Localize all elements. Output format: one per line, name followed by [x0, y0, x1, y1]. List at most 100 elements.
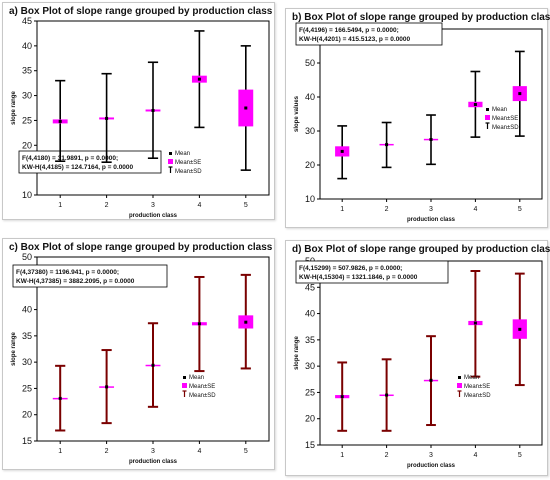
stats-box: [295, 22, 443, 46]
x-tick-label: 5: [518, 206, 522, 213]
y-tick-label: 10: [22, 190, 32, 200]
y-axis-label: slope range: [11, 91, 17, 125]
chart-panel-c: c) Box Plot of slope range grouped by pr…: [2, 238, 275, 470]
mean-point: [473, 102, 477, 106]
legend-mean-swatch: [183, 376, 186, 379]
mean-point: [385, 393, 389, 397]
x-axis-label: production class: [407, 463, 456, 469]
y-tick-label: 40: [22, 41, 32, 51]
x-tick-label: 4: [473, 452, 477, 459]
x-tick-label: 1: [58, 202, 62, 209]
legend-mean-swatch: [486, 108, 489, 111]
mean-point: [197, 77, 201, 81]
y-tick-label: 15: [22, 436, 32, 446]
mean-point: [518, 327, 522, 331]
legend-mean-swatch: [169, 152, 172, 155]
legend-sd-label: Mean±SD: [492, 125, 519, 131]
mean-point: [151, 108, 155, 112]
legend-sd-label: Mean±SD: [464, 393, 491, 399]
y-tick-label: 25: [305, 387, 315, 397]
stats-f-text: F(4,4196) = 166.5494, p = 0.0000;: [299, 27, 399, 34]
x-tick-label: 1: [340, 452, 344, 459]
y-tick-label: 35: [22, 66, 32, 76]
y-tick-label: 35: [22, 331, 32, 341]
legend-se-swatch: [457, 383, 462, 388]
stats-box: [12, 264, 168, 288]
mean-point: [518, 92, 522, 96]
y-axis-label: slope values: [294, 95, 300, 132]
y-tick-label: 20: [305, 160, 315, 170]
y-tick-label: 40: [22, 305, 32, 315]
legend-se-label: Mean±SE: [189, 384, 215, 390]
mean-point: [105, 385, 109, 389]
y-tick-label: 20: [22, 140, 32, 150]
chart-panel-b: b) Box Plot of slope range grouped by pr…: [285, 8, 550, 228]
x-tick-label: 2: [105, 202, 109, 209]
legend-se-label: Mean±SE: [175, 160, 201, 166]
x-tick-label: 5: [244, 448, 248, 455]
y-tick-label: 10: [305, 194, 315, 204]
x-tick-label: 2: [385, 206, 389, 213]
y-axis-label: slope range: [294, 336, 300, 370]
mean-point: [429, 138, 433, 141]
y-tick-label: 40: [305, 309, 315, 319]
stats-box: [18, 150, 162, 174]
stats-kw-text: KW-H(4,15304) = 1321.1846, p = 0.0000: [299, 274, 418, 281]
y-tick-label: 20: [22, 410, 32, 420]
stats-kw-text: KW-H(4,4185) = 124.7164, p = 0.0000: [22, 164, 134, 171]
mean-point: [197, 322, 201, 326]
y-tick-label: 30: [22, 91, 32, 101]
y-tick-label: 50: [22, 252, 32, 262]
stats-kw-text: KW-H(4,4201) = 415.5123, p = 0.0000: [299, 36, 411, 43]
plot-frame: [319, 28, 543, 200]
mean-point: [340, 149, 344, 153]
x-tick-label: 4: [473, 206, 477, 213]
chart-a-svg: 101520253035404512345production classslo…: [11, 16, 270, 219]
legend-mean-swatch: [458, 376, 461, 379]
legend-se-swatch: [182, 383, 187, 388]
legend-sd-label: Mean±SD: [175, 169, 202, 175]
chart-panel-d: d) Box Plot of slope range grouped by pr…: [285, 240, 550, 476]
x-tick-label: 3: [429, 206, 433, 213]
x-axis-label: production class: [129, 213, 178, 219]
y-tick-label: 25: [22, 115, 32, 125]
x-axis-label: production class: [407, 217, 456, 223]
mean-point: [105, 116, 109, 120]
stats-f-text: F(4,37380) = 1196.941, p = 0.0000;: [16, 269, 119, 276]
legend-se-label: Mean±SE: [492, 116, 518, 122]
stats-f-text: F(4,15299) = 507.9826, p = 0.0000;: [299, 265, 402, 272]
stats-kw-text: KW-H(4,37385) = 3882.2095, p = 0.0000: [16, 278, 135, 285]
mean-point: [151, 363, 155, 367]
x-tick-label: 1: [58, 448, 62, 455]
x-tick-label: 2: [385, 452, 389, 459]
y-axis-label: slope range: [11, 332, 17, 366]
chart-title: d) Box Plot of slope range grouped by pr…: [292, 244, 550, 255]
y-tick-label: 45: [305, 282, 315, 292]
legend-sd-label: Mean±SD: [189, 393, 216, 399]
y-tick-label: 15: [305, 440, 315, 450]
x-tick-label: 3: [151, 448, 155, 455]
y-tick-label: 50: [305, 58, 315, 68]
legend-se-swatch: [168, 159, 173, 164]
y-tick-label: 30: [305, 126, 315, 136]
chart-title: a) Box Plot of slope range grouped by pr…: [9, 6, 273, 17]
y-tick-label: 25: [22, 383, 32, 393]
x-tick-label: 2: [105, 448, 109, 455]
x-axis-label: production class: [129, 459, 178, 465]
x-tick-label: 4: [197, 448, 201, 455]
legend-mean-label: Mean: [189, 375, 204, 381]
x-tick-label: 4: [197, 202, 201, 209]
stats-f-text: F(4,4180) = 31.9891, p = 0.0000;: [22, 155, 118, 162]
legend-mean-label: Mean: [464, 375, 479, 381]
x-tick-label: 5: [244, 202, 248, 209]
y-tick-label: 45: [22, 16, 32, 26]
legend-se-swatch: [485, 115, 490, 120]
mean-point: [385, 143, 389, 147]
y-tick-label: 30: [22, 357, 32, 367]
chart-c-svg: 152025303540455012345production classslo…: [11, 252, 270, 465]
x-tick-label: 1: [340, 206, 344, 213]
mean-point: [58, 119, 62, 123]
x-tick-label: 5: [518, 452, 522, 459]
chart-title: c) Box Plot of slope range grouped by pr…: [9, 242, 273, 253]
